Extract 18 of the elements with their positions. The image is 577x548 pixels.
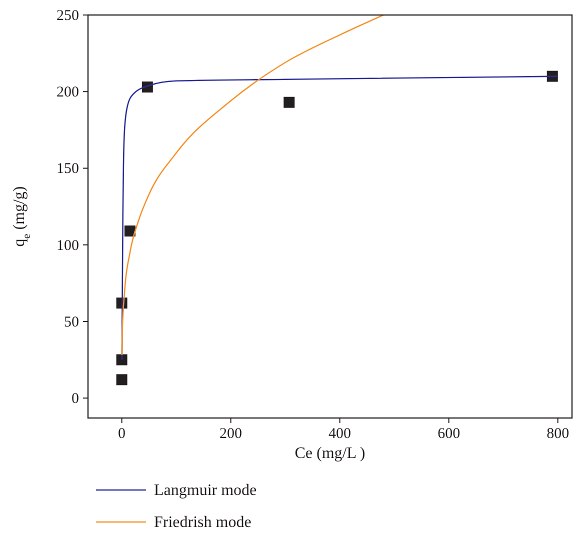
y-tick-label: 250 xyxy=(56,8,79,24)
point xyxy=(124,226,136,237)
x-axis-title: Ce (mg/L ) xyxy=(294,445,366,462)
legend-label: Friedrish mode xyxy=(154,514,252,531)
point xyxy=(284,96,295,108)
point xyxy=(116,354,128,366)
y-tick-label: 50 xyxy=(64,314,79,330)
x-tick-label: 200 xyxy=(220,426,242,442)
point xyxy=(116,374,128,386)
y-tick-label: 0 xyxy=(72,391,79,408)
x-tick-label: 600 xyxy=(438,426,460,442)
y-tick-label: 100 xyxy=(56,238,79,254)
y-tick-label: 150 xyxy=(56,161,79,178)
x-tick-label: 400 xyxy=(328,426,352,442)
x-tick-label: 0 xyxy=(118,426,126,442)
x-tick-label: 800 xyxy=(546,426,570,442)
y-tick-label: 200 xyxy=(56,84,79,101)
legend-label: Langmuir mode xyxy=(154,482,257,499)
